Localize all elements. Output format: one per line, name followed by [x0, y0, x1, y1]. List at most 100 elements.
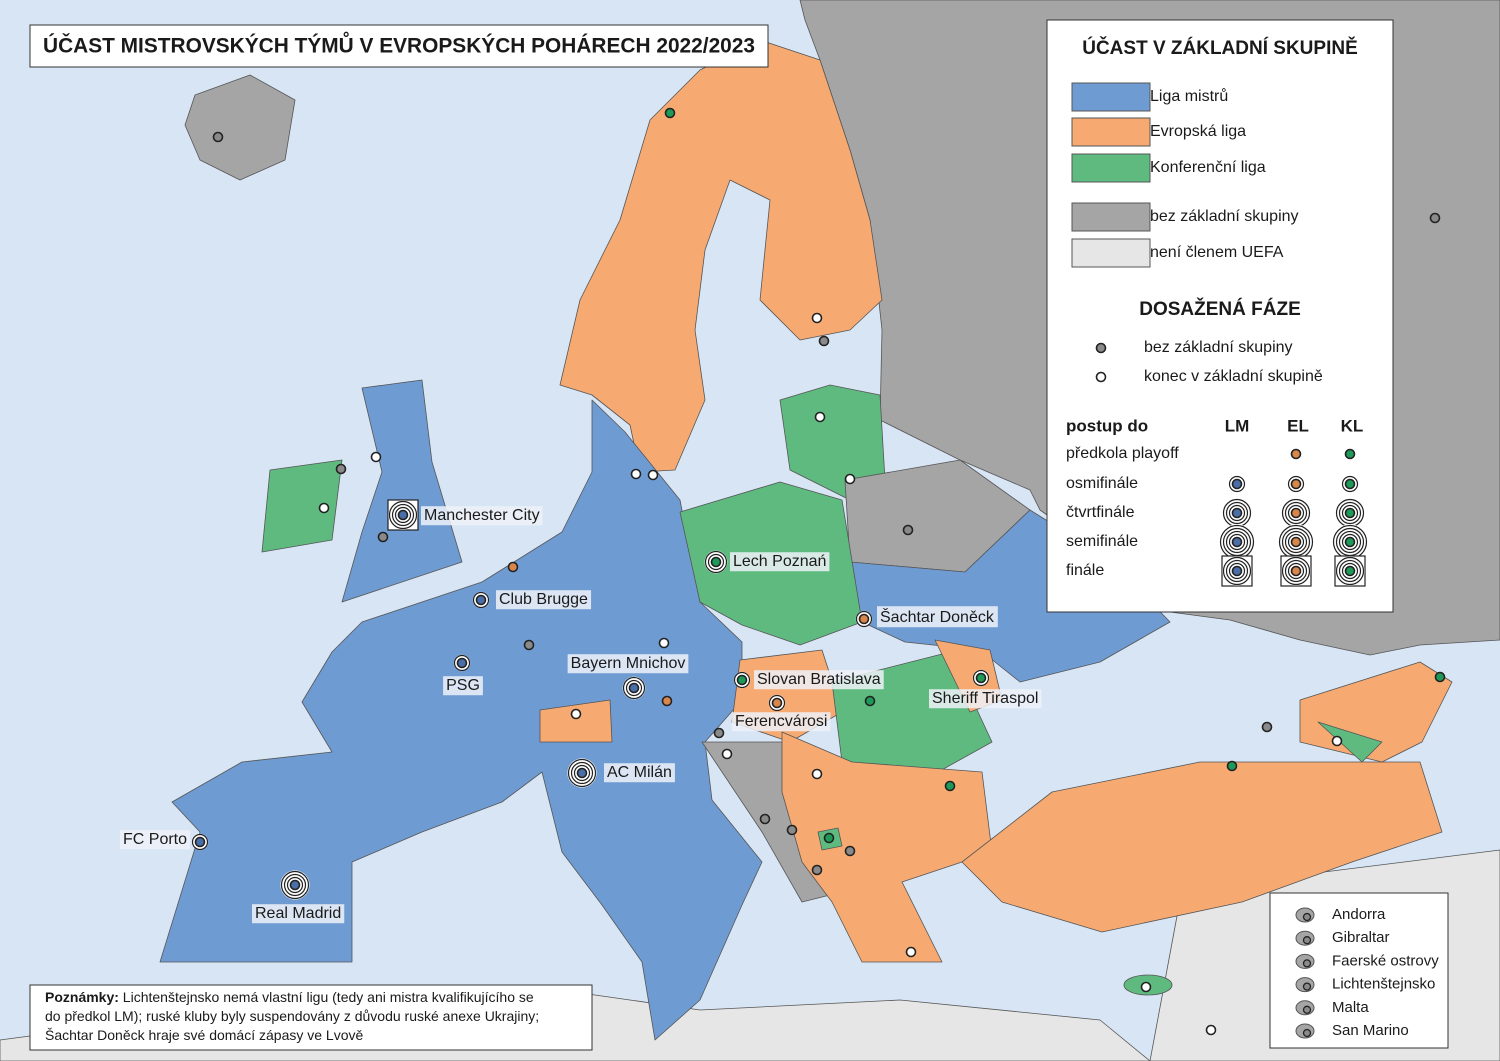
club-marker [1344, 448, 1356, 460]
marker-dot [1290, 448, 1302, 460]
marker-dot [194, 836, 206, 848]
club-marker [1341, 475, 1359, 493]
club-marker [713, 727, 725, 739]
marker-ring [1341, 533, 1359, 551]
club-marker [1281, 498, 1311, 528]
marker-ring [1225, 530, 1249, 554]
club-marker [721, 748, 733, 760]
marker-ring [1287, 504, 1305, 522]
legend-label: Evropská liga [1150, 123, 1246, 140]
marker-ring [733, 671, 751, 689]
marker-ring [625, 679, 643, 697]
marker-dot [1344, 536, 1356, 548]
marker-dot [1344, 565, 1356, 577]
legend-label: není členem UEFA [1150, 244, 1284, 261]
marker-dot [975, 672, 987, 684]
marker-dot [1429, 212, 1441, 224]
club-label: Bayern Mnichov [571, 655, 686, 672]
map-title: ÚČAST MISTROVSKÝCH TÝMŮ V EVROPSKÝCH POH… [43, 32, 755, 58]
marker-dot [661, 695, 673, 707]
club-label-bg [120, 830, 191, 850]
club-labels: Manchester City Lech Poznań Club Brugge PSG… [120, 506, 1042, 924]
turkey [961, 761, 1443, 933]
marker-ring [1284, 559, 1308, 583]
microstate-label: San Marino [1332, 1022, 1409, 1039]
marker-dot [814, 411, 826, 423]
notes-label: Poznámky: [45, 989, 119, 1005]
south-east-europe [781, 731, 993, 963]
marker-dot [1095, 371, 1107, 383]
club-marker [661, 695, 673, 707]
club-marker [567, 758, 597, 788]
phase-header: postup do [1066, 416, 1148, 435]
club-marker [1261, 721, 1273, 733]
club-marker [453, 654, 471, 672]
marker-ring [286, 876, 304, 894]
club-marker [944, 780, 956, 792]
marker-ring [191, 833, 209, 851]
marker-ring [573, 764, 591, 782]
marker-ring [768, 694, 786, 712]
marker-dot [370, 451, 382, 463]
club-marker [318, 502, 330, 514]
marker-dot [905, 946, 917, 958]
ireland [261, 459, 343, 553]
marker-dot [811, 768, 823, 780]
marker-dot [507, 561, 519, 573]
marker-dot [289, 879, 301, 891]
marker-dot [570, 708, 582, 720]
marker-dot [1290, 478, 1302, 490]
club-label-bg [730, 552, 830, 572]
marker-dot [944, 780, 956, 792]
microstate-dot [1302, 936, 1312, 945]
legend-swatch [1071, 153, 1151, 183]
marker-dot [771, 697, 783, 709]
club-label-bg [421, 506, 543, 526]
club-marker [1228, 475, 1246, 493]
scandinavia [559, 39, 883, 473]
club-label-bg [252, 904, 345, 924]
club-marker [1434, 671, 1446, 683]
marker-dot [664, 107, 676, 119]
club-label: Club Brugge [499, 591, 588, 608]
marker-ring [280, 870, 310, 900]
marker-dot [523, 639, 535, 651]
club-marker [768, 694, 786, 712]
club-marker [864, 695, 876, 707]
marker-dot [1261, 721, 1273, 733]
marker-ring [1228, 475, 1246, 493]
phase-row-label: osmifinále [1066, 475, 1138, 492]
legend-label: Konferenční liga [1150, 159, 1266, 176]
club-marker [811, 312, 823, 324]
marker-ring [1284, 530, 1308, 554]
club-marker [1140, 981, 1152, 993]
marker-ring [1341, 562, 1359, 580]
club-label-bg [443, 676, 483, 696]
marker-ring [1228, 504, 1246, 522]
club-marker [844, 845, 856, 857]
marker-ring [855, 610, 873, 628]
club-marker [377, 531, 389, 543]
microstate-dot [1302, 912, 1312, 922]
switzerland [539, 699, 613, 743]
marker-ring [704, 550, 728, 574]
club-marker [622, 676, 646, 700]
club-marker [759, 813, 771, 825]
marker-dot [823, 832, 835, 844]
iceland [184, 74, 296, 181]
club-marker [733, 671, 751, 689]
marker-ring [1222, 556, 1252, 586]
microstate-label: Gibraltar [1332, 929, 1390, 946]
club-marker [507, 561, 519, 573]
microstates: Andorra Gibraltar Faerské ostrovy Lichtenšt… [1295, 906, 1439, 1039]
phase-title: DOSAŽENÁ FÁZE [1139, 298, 1301, 320]
marker-ring [1228, 562, 1246, 580]
microstate-label: Lichtenštejnsko [1332, 976, 1435, 993]
club-label: Lech Poznań [733, 553, 826, 570]
club-marker [905, 946, 917, 958]
notes-line: Lichtenštejnsko nemá vlastní ligu (tedy … [119, 989, 534, 1005]
club-marker [972, 669, 990, 687]
club-marker [855, 610, 873, 628]
marker-dot [1205, 1024, 1217, 1036]
